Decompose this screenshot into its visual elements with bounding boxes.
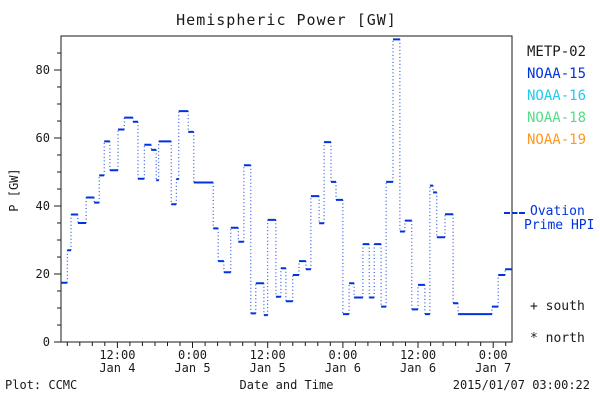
x-tick-date-label: Jan 5: [174, 361, 210, 375]
legend-item-noaa-15: NOAA-15: [527, 66, 587, 82]
x-tick-date-label: Jan 7: [475, 361, 511, 375]
y-tick-label: 0: [43, 335, 50, 349]
plus-marker-icon: +: [530, 299, 538, 314]
x-tick-date-label: Jan 5: [250, 361, 286, 375]
x-tick-date-label: Jan 6: [325, 361, 361, 375]
x-tick-date-label: Jan 4: [99, 361, 135, 375]
south-label: south: [545, 299, 585, 314]
asterisk-marker-icon: *: [530, 331, 538, 346]
y-axis-label: P [GW]: [7, 168, 21, 212]
south-marker-legend: + south: [530, 299, 585, 314]
x-axis-title: Date and Time: [239, 378, 334, 392]
legend-item-noaa-16: NOAA-16: [527, 88, 587, 104]
legend-item-noaa-19: NOAA-19: [527, 132, 587, 148]
legend-item-noaa-18: NOAA-18: [527, 110, 587, 126]
series-vertical-steps: [66, 39, 506, 316]
series-horizontal-steps: [61, 38, 512, 317]
x-tick-time-label: 0:00: [328, 348, 357, 362]
y-tick-label: 60: [36, 131, 50, 145]
north-label: north: [545, 331, 585, 346]
plot-source-text: Plot: CCMC: [5, 378, 78, 392]
y-tick-label: 20: [36, 267, 50, 281]
y-tick-label: 40: [36, 199, 50, 213]
x-tick-date-label: Jan 6: [400, 361, 436, 375]
x-tick-time-label: 12:00: [400, 348, 436, 362]
x-tick-time-label: 12:00: [250, 348, 286, 362]
dashed-line-icon: [504, 211, 525, 214]
legend-item-metp-02: METP-02: [527, 44, 587, 60]
x-tick-time-label: 0:00: [479, 348, 508, 362]
ovation-legend-line2: Prime HPI: [524, 218, 595, 233]
plot-timestamp: 2015/01/07 03:00:22: [452, 378, 590, 392]
ovation-legend-line1: Ovation: [530, 204, 585, 219]
x-tick-time-label: 0:00: [178, 348, 207, 362]
y-tick-label: 80: [36, 63, 50, 77]
x-tick-time-label: 12:00: [99, 348, 135, 362]
ovation-legend: Ovation Prime HPI: [504, 205, 594, 233]
satellite-legend: METP-02 NOAA-15 NOAA-16 NOAA-18 NOAA-19: [527, 41, 586, 151]
chart-title: Hemispheric Power [GW]: [176, 11, 397, 29]
plot-frame: [60, 35, 513, 343]
north-marker-legend: * north: [530, 331, 585, 346]
